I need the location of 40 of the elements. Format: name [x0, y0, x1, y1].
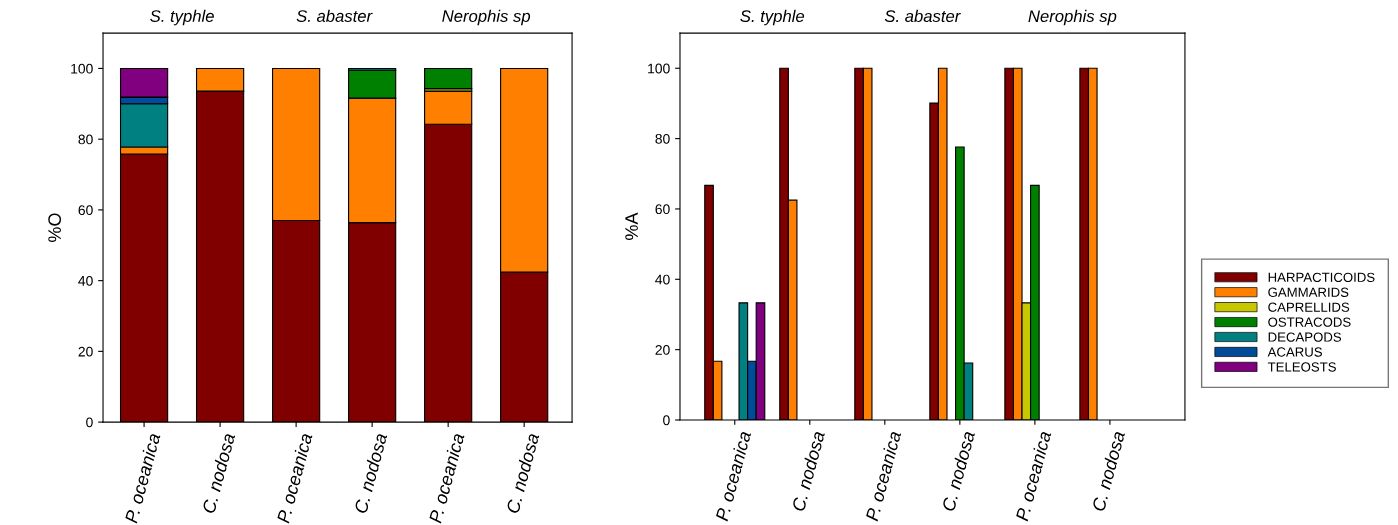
x-tick-label: C. nodosa — [201, 432, 236, 514]
x-tick-label: C. nodosa — [1091, 430, 1126, 512]
text: Nerophis sp — [442, 9, 531, 26]
text: Nerophis sp — [1028, 9, 1117, 26]
y-tick-label: 80 — [78, 134, 93, 145]
y-tick-label: 20 — [78, 346, 93, 357]
text: S. typhle — [740, 9, 805, 26]
y-tick-label: 40 — [655, 274, 670, 285]
y-tick-label: 0 — [86, 417, 93, 428]
legend-label: HARPACTICOIDS — [1268, 272, 1375, 282]
legend-label: GAMMARIDS — [1268, 287, 1349, 297]
x-tick-label: P. oceanica — [124, 432, 161, 524]
y-tick-label: 20 — [655, 344, 670, 355]
x-tick-label: C. nodosa — [505, 432, 540, 514]
y-axis-title: %O — [48, 213, 62, 242]
x-tick-label: C. nodosa — [791, 430, 825, 512]
legend-label: ACARUS — [1267, 347, 1322, 357]
text: S. abaster — [884, 9, 961, 23]
text: S. typhle — [150, 9, 214, 26]
y-axis-title: %A — [625, 212, 638, 240]
bar — [424, 67, 473, 90]
y-tick-label: 100 — [71, 63, 93, 74]
y-tick-label: 40 — [78, 275, 93, 286]
y-tick-label: 100 — [648, 63, 670, 74]
x-tick-label: P. oceanica — [864, 430, 902, 522]
y-tick-label: 0 — [663, 415, 670, 426]
y-tick-label: 80 — [655, 133, 670, 144]
x-tick-label: P. oceanica — [714, 430, 752, 522]
legend-label: CAPRELLIDS — [1268, 302, 1350, 312]
x-tick-label: C. nodosa — [353, 432, 388, 514]
legend-label: TELEOSTS — [1267, 362, 1336, 372]
x-tick-label: P. oceanica — [1014, 430, 1052, 522]
x-tick-label: P. oceanica — [428, 432, 465, 524]
x-tick-label: P. oceanica — [276, 432, 313, 524]
x-tick-label: C. nodosa — [941, 430, 976, 512]
text: S. abaster — [296, 9, 373, 22]
legend-label: OSTRACODS — [1268, 317, 1351, 327]
y-tick-label: 60 — [78, 205, 93, 216]
y-tick-label: 60 — [655, 204, 670, 215]
legend-label: DECAPODS — [1268, 332, 1342, 342]
